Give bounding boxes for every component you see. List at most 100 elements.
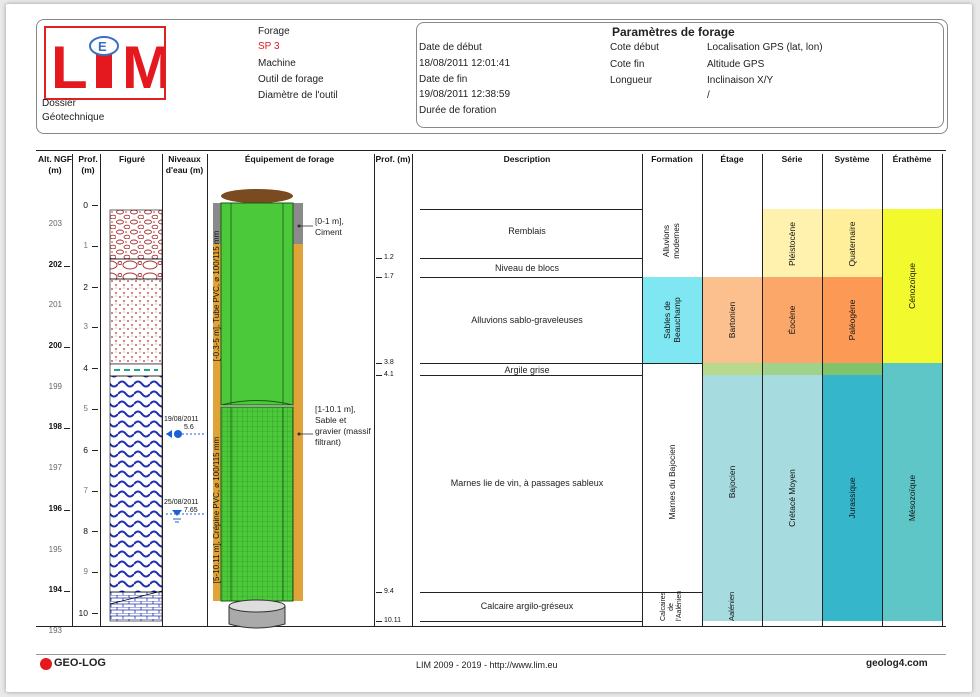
col-figure: Figuré (119, 154, 145, 164)
systeme-jurassique-cell (823, 375, 882, 621)
depth-tick-mark (92, 327, 98, 329)
alt-tick-label: 193 (48, 626, 62, 635)
layer-boundary-line (420, 277, 642, 278)
layer-boundary-line (420, 621, 642, 622)
col-divider (762, 154, 763, 626)
parametres-box (416, 22, 944, 128)
eratheme-mesozoique-cell (883, 363, 942, 621)
depth-tick-mark (92, 449, 98, 451)
col-divider (702, 154, 703, 626)
depth-tick-label: 2 (83, 281, 88, 292)
systeme-paleogene-cell (823, 277, 882, 363)
col-prof: Prof. (m) (78, 154, 98, 175)
params-title: Paramètres de forage (612, 25, 735, 39)
systeme-thin-cell (823, 363, 882, 375)
depth-tick-mark (92, 572, 98, 574)
col-divider (942, 154, 943, 626)
serie-eocene-cell (763, 277, 822, 363)
depth-tick-mark (92, 245, 98, 247)
desc-argile: Argile grise (504, 365, 550, 375)
depth-tick-mark (92, 490, 98, 492)
alt-tick-label: 202 (48, 260, 62, 269)
alt-tick-mark (64, 347, 70, 348)
alt-tick-label: 198 (48, 422, 62, 431)
desc-marnes: Marnes lie de vin, à passages sableux (450, 478, 604, 488)
systeme-quaternaire-cell (823, 209, 882, 277)
formation-sables-beauchamp: Sables de Beauchamp (662, 297, 682, 343)
col-divider (412, 154, 413, 626)
layer-depth-label: 1.7 (384, 273, 394, 280)
depth-tick-label: 10 (78, 608, 88, 618)
date-debut-label: Date de début (419, 42, 482, 53)
table-top-border (36, 150, 946, 151)
col-alt: Alt. NGF (m) (38, 154, 72, 175)
formation-sables-cell (643, 277, 702, 364)
depth-tick-label: 4 (83, 363, 88, 374)
inclinaison-value: / (707, 90, 710, 101)
desc-alluvions: Alluvions sablo-graveleuses (471, 315, 583, 325)
footer-brand: GEO-LOG (54, 657, 106, 669)
layer-tick-mark (376, 375, 382, 376)
alt-tick-label: 199 (48, 382, 62, 391)
layer-depth-label: 9.4 (384, 588, 394, 595)
alt-tick-mark (64, 510, 70, 511)
depth-tick-mark (92, 613, 98, 614)
col-eratheme: Érathème (892, 154, 932, 164)
col-serie: Série (781, 154, 803, 164)
col-divider (642, 154, 643, 626)
alt-tick-label: 200 (48, 341, 62, 350)
svg-text:L: L (51, 34, 88, 98)
alt-tick-label: 194 (48, 585, 62, 594)
depth-tick-mark (92, 286, 98, 288)
footer-url[interactable]: geolog4.com (866, 658, 928, 669)
equipment-cement-label: [0-1 m], Ciment (315, 216, 344, 237)
layer-tick-mark (376, 277, 382, 278)
water-level-date-1: 19/08/2011 (164, 416, 199, 423)
equipment-gravel-label: [1-10.1 m], Sable et gravier (massif fil… (315, 404, 371, 447)
machine-label: Machine (258, 58, 296, 69)
cote-debut-label: Cote début (610, 42, 659, 53)
layer-depth-label: 1.2 (384, 254, 394, 261)
depth-tick-label: 8 (83, 526, 88, 537)
layer-boundary-line (420, 258, 642, 259)
altitude-label: Altitude GPS (707, 59, 765, 70)
alt-tick-label: 197 (48, 463, 62, 472)
alt-tick-mark (64, 591, 70, 592)
layer-tick-mark (376, 363, 382, 364)
serie-eocene: Éocène (787, 305, 797, 335)
water-level-value-1: 5.6 (184, 424, 194, 431)
layer-tick-mark (376, 592, 382, 593)
alt-tick-label: 195 (48, 545, 62, 554)
header-box (36, 19, 948, 134)
alt-tick-mark (64, 428, 70, 429)
gps-label: Localisation GPS (lat, lon) (707, 42, 823, 53)
svg-text:E: E (98, 39, 107, 54)
depth-tick-label: 7 (83, 485, 88, 495)
layer-tick-mark (376, 258, 382, 259)
eratheme-cenozoique-cell (883, 209, 942, 363)
depth-tick-label: 5 (83, 404, 88, 413)
layer-top-line (420, 209, 642, 210)
layer-depth-label: 4.1 (384, 371, 394, 378)
alt-tick-label: 196 (48, 504, 62, 513)
layer-boundary-line (420, 592, 642, 593)
water-level-date-2: 25/08/2011 (164, 499, 199, 506)
eratheme-cenozoique: Cénozoïque (907, 263, 917, 309)
depth-tick-label: 0 (83, 200, 88, 210)
depth-tick-label: 3 (83, 322, 88, 332)
log-sheet: L M E Dossier Géotechnique Forage SP 3 M… (6, 4, 972, 692)
depth-tick-label: 6 (83, 444, 88, 455)
col-equipement: Équipement de forage (244, 154, 335, 164)
water-level-marker-1 (166, 430, 206, 438)
layer-boundary-line (420, 363, 642, 364)
footer-divider (36, 654, 946, 655)
col-description: Description (503, 154, 551, 164)
cote-fin-label: Cote fin (610, 59, 645, 70)
depth-tick-mark (92, 205, 98, 206)
col-divider (207, 154, 208, 626)
equipment-tube-label: [-0.3-5 m], Tube PVC, ⌀ 100/115 mm (212, 230, 221, 362)
col-divider (162, 154, 163, 626)
serie-cretace-cell (763, 375, 822, 621)
etage-bartonien: Bartonien (727, 301, 737, 339)
alt-tick-label: 201 (48, 300, 62, 309)
